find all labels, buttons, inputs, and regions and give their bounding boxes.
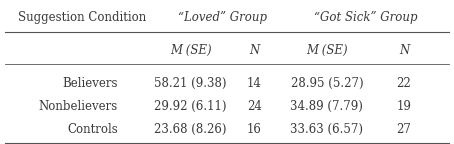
Text: “Loved” Group: “Loved” Group <box>178 11 267 24</box>
Text: Suggestion Condition: Suggestion Condition <box>18 11 146 24</box>
Text: 19: 19 <box>397 100 411 113</box>
Text: 27: 27 <box>397 123 411 136</box>
Text: 14: 14 <box>247 77 262 90</box>
Text: 58.21 (9.38): 58.21 (9.38) <box>154 77 227 90</box>
Text: 33.63 (6.57): 33.63 (6.57) <box>291 123 363 136</box>
Text: “Got Sick” Group: “Got Sick” Group <box>314 11 417 24</box>
Text: Believers: Believers <box>63 77 118 90</box>
Text: M (SE): M (SE) <box>306 44 348 57</box>
Text: 22: 22 <box>397 77 411 90</box>
Text: N: N <box>249 44 259 57</box>
Text: 24: 24 <box>247 100 262 113</box>
Text: 16: 16 <box>247 123 262 136</box>
Text: 34.89 (7.79): 34.89 (7.79) <box>291 100 363 113</box>
Text: Nonbelievers: Nonbelievers <box>39 100 118 113</box>
Text: N: N <box>399 44 409 57</box>
Text: 28.95 (5.27): 28.95 (5.27) <box>291 77 363 90</box>
Text: 23.68 (8.26): 23.68 (8.26) <box>154 123 227 136</box>
Text: 29.92 (6.11): 29.92 (6.11) <box>154 100 227 113</box>
Text: M (SE): M (SE) <box>170 44 212 57</box>
Text: Controls: Controls <box>67 123 118 136</box>
